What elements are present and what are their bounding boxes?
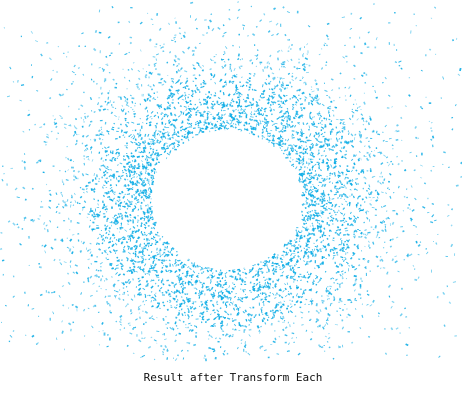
figure-caption: Result after Transform Each <box>143 371 323 384</box>
center-hole <box>157 130 297 270</box>
particles <box>0 1 462 362</box>
